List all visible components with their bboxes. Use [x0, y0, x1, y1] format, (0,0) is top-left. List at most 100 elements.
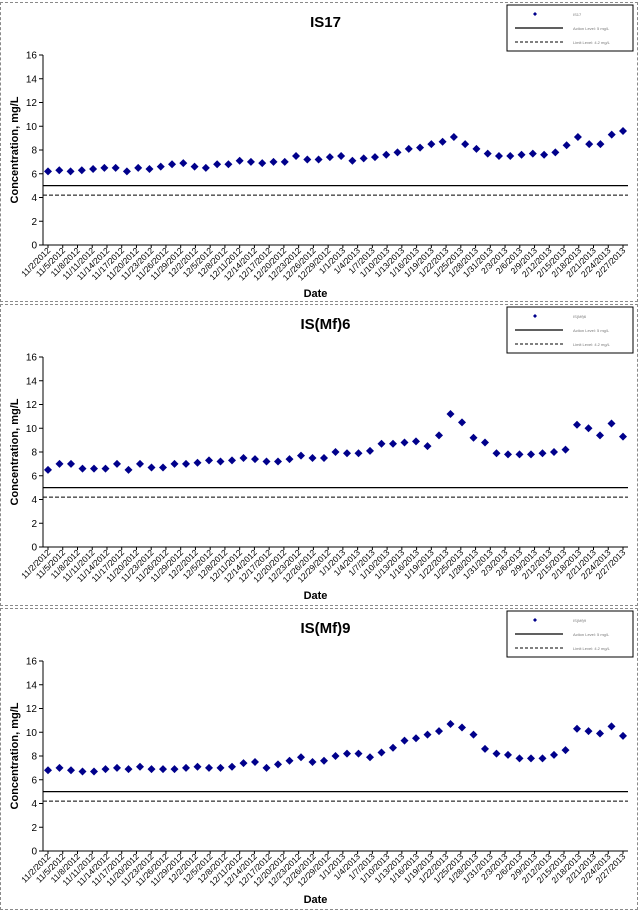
chart-2-data-point-22: [297, 753, 305, 762]
chart-1-data-point-37: [469, 433, 478, 442]
chart-0-data-point-37: [461, 140, 470, 149]
chart-0-data-point-15: [213, 160, 222, 169]
chart-0-data-point-49: [596, 140, 605, 149]
chart-0-y-tick-label-3: 6: [31, 169, 37, 180]
chart-1-title: IS(Mf)6: [301, 316, 351, 333]
chart-0-data-point-14: [201, 163, 210, 172]
chart-2-data-point-13: [193, 762, 202, 771]
chart-0-y-tick-label-5: 10: [26, 122, 38, 133]
chart-1-data-point-49: [607, 419, 616, 428]
chart-1-data-point-48: [596, 431, 604, 440]
chart-1-data-point-31: [400, 438, 409, 447]
chart-2-data-point-24: [320, 756, 328, 765]
chart-2-legend-label-series: IS(Mf)9: [573, 618, 587, 623]
chart-panel-ismf9: IS(Mf)9 IS(Mf)9 Action Level: 5 mg/L Limit …: [0, 608, 638, 910]
chart-0-data-point-29: [370, 153, 379, 162]
chart-1-y-tick-label-1: 2: [31, 519, 37, 530]
chart-2-data-point-41: [515, 754, 524, 763]
chart-0-data-point-34: [427, 140, 436, 149]
chart-2-data-point-38: [481, 744, 489, 753]
chart-1-data-point-39: [492, 449, 501, 458]
chart-2-legend-marker: [533, 618, 537, 622]
chart-1-data-point-30: [389, 439, 397, 448]
chart-0-data-point-32: [404, 144, 413, 153]
chart-1-data-point-19: [262, 457, 271, 466]
chart-0-data-point-39: [483, 149, 492, 158]
chart-0-data-point-17: [235, 156, 244, 165]
chart-1-data-point-26: [343, 449, 351, 458]
chart-2-data-point-10: [159, 765, 167, 774]
chart-0-data-point-3: [77, 166, 86, 175]
chart-0-data-point-25: [325, 153, 334, 162]
chart-1-data-point-33: [423, 442, 432, 451]
chart-0-data-point-5: [100, 163, 109, 172]
chart-1-legend-label-limit: Limit Level: 4.2 mg/L: [573, 342, 611, 347]
chart-1-y-tick-label-2: 4: [31, 495, 37, 506]
chart-svg-ismf6: IS(Mf)6 IS(Mf)6 Action Level: 5 mg/L Limit …: [9, 306, 634, 602]
chart-0-data-point-35: [438, 137, 447, 146]
chart-1-data-point-3: [78, 464, 87, 473]
chart-0-data-point-42: [517, 150, 526, 159]
chart-2-data-point-39: [492, 749, 501, 758]
chart-2-data-point-20: [274, 760, 282, 769]
chart-1-data-point-17: [239, 453, 248, 462]
chart-2-y-tick-label-7: 14: [26, 680, 38, 691]
chart-svg-is17: IS17 IS17 Action Level: 5 mg/L Limit Level:…: [9, 4, 634, 300]
chart-0-data-point-10: [156, 162, 165, 171]
chart-1-data-point-20: [274, 457, 282, 466]
chart-2-y-tick-label-1: 2: [31, 823, 37, 834]
chart-1-data-point-38: [481, 438, 489, 447]
chart-1-data-point-43: [538, 449, 547, 458]
chart-2-data-point-37: [469, 730, 478, 739]
chart-0-legend: IS17 Action Level: 5 mg/L Limit Level: 4.2…: [506, 4, 634, 52]
chart-2-data-point-29: [377, 748, 386, 757]
chart-2-y-tick-label-3: 6: [31, 775, 37, 786]
chart-1-data-point-34: [435, 431, 443, 440]
chart-2-data-point-42: [527, 754, 535, 763]
chart-0-data-point-4: [89, 165, 98, 173]
chart-2-data-point-34: [435, 727, 443, 736]
chart-2-legend-label-limit: Limit Level: 4.2 mg/L: [573, 646, 611, 651]
chart-1-data-point-42: [527, 450, 535, 459]
chart-2-data-point-15: [216, 763, 225, 772]
chart-0-legend-marker: [533, 12, 537, 16]
chart-0-data-point-1: [55, 166, 64, 175]
chart-1-data-point-29: [377, 439, 386, 448]
chart-2-y-tick-label-8: 16: [26, 657, 38, 668]
chart-1-y-tick-label-6: 12: [26, 400, 38, 411]
chart-2-data-point-8: [136, 762, 144, 771]
chart-0-data-point-51: [619, 127, 627, 135]
chart-1-data-point-47: [584, 424, 593, 433]
chart-0-data-point-2: [66, 167, 75, 176]
chart-2-data-point-25: [331, 752, 340, 760]
chart-0-data-point-16: [224, 160, 233, 169]
chart-1-data-point-7: [124, 465, 133, 474]
chart-0-y-tick-label-7: 14: [26, 74, 38, 85]
chart-2-data-point-12: [182, 763, 190, 772]
chart-2-data-point-32: [412, 734, 420, 743]
chart-2-data-point-21: [285, 756, 294, 765]
chart-1-y-tick-label-5: 10: [26, 424, 38, 435]
chart-2-data-point-5: [101, 765, 110, 774]
chart-1-data-point-22: [297, 451, 305, 460]
chart-svg-ismf9: IS(Mf)9 IS(Mf)9 Action Level: 5 mg/L Limit …: [9, 610, 634, 906]
chart-0-data-point-23: [303, 155, 312, 164]
chart-2-data-point-44: [550, 750, 558, 759]
chart-0-data-point-19: [258, 159, 267, 168]
chart-0-data-point-18: [246, 157, 255, 166]
chart-1-y-tick-label-3: 6: [31, 471, 37, 482]
chart-1-legend: IS(Mf)6 Action Level: 5 mg/L Limit Level: …: [506, 306, 634, 354]
chart-2-data-point-6: [113, 763, 121, 772]
chart-panel-is17: IS17 IS17 Action Level: 5 mg/L Limit Level:…: [0, 2, 638, 302]
chart-0-data-point-0: [44, 167, 52, 176]
chart-1-data-point-13: [193, 458, 202, 467]
chart-2-ylabel: Concentration, mg/L: [9, 702, 21, 809]
chart-2-series-points: [44, 719, 627, 776]
chart-0-data-point-24: [314, 155, 323, 164]
chart-0-legend-label-limit: Limit Level: 4.2 mg/L: [573, 40, 611, 45]
chart-0-y-tick-label-8: 16: [26, 51, 38, 62]
chart-2-data-point-31: [400, 736, 409, 745]
chart-2-data-point-4: [90, 767, 98, 776]
chart-1-data-point-46: [573, 420, 581, 429]
chart-1-data-point-40: [504, 450, 512, 459]
